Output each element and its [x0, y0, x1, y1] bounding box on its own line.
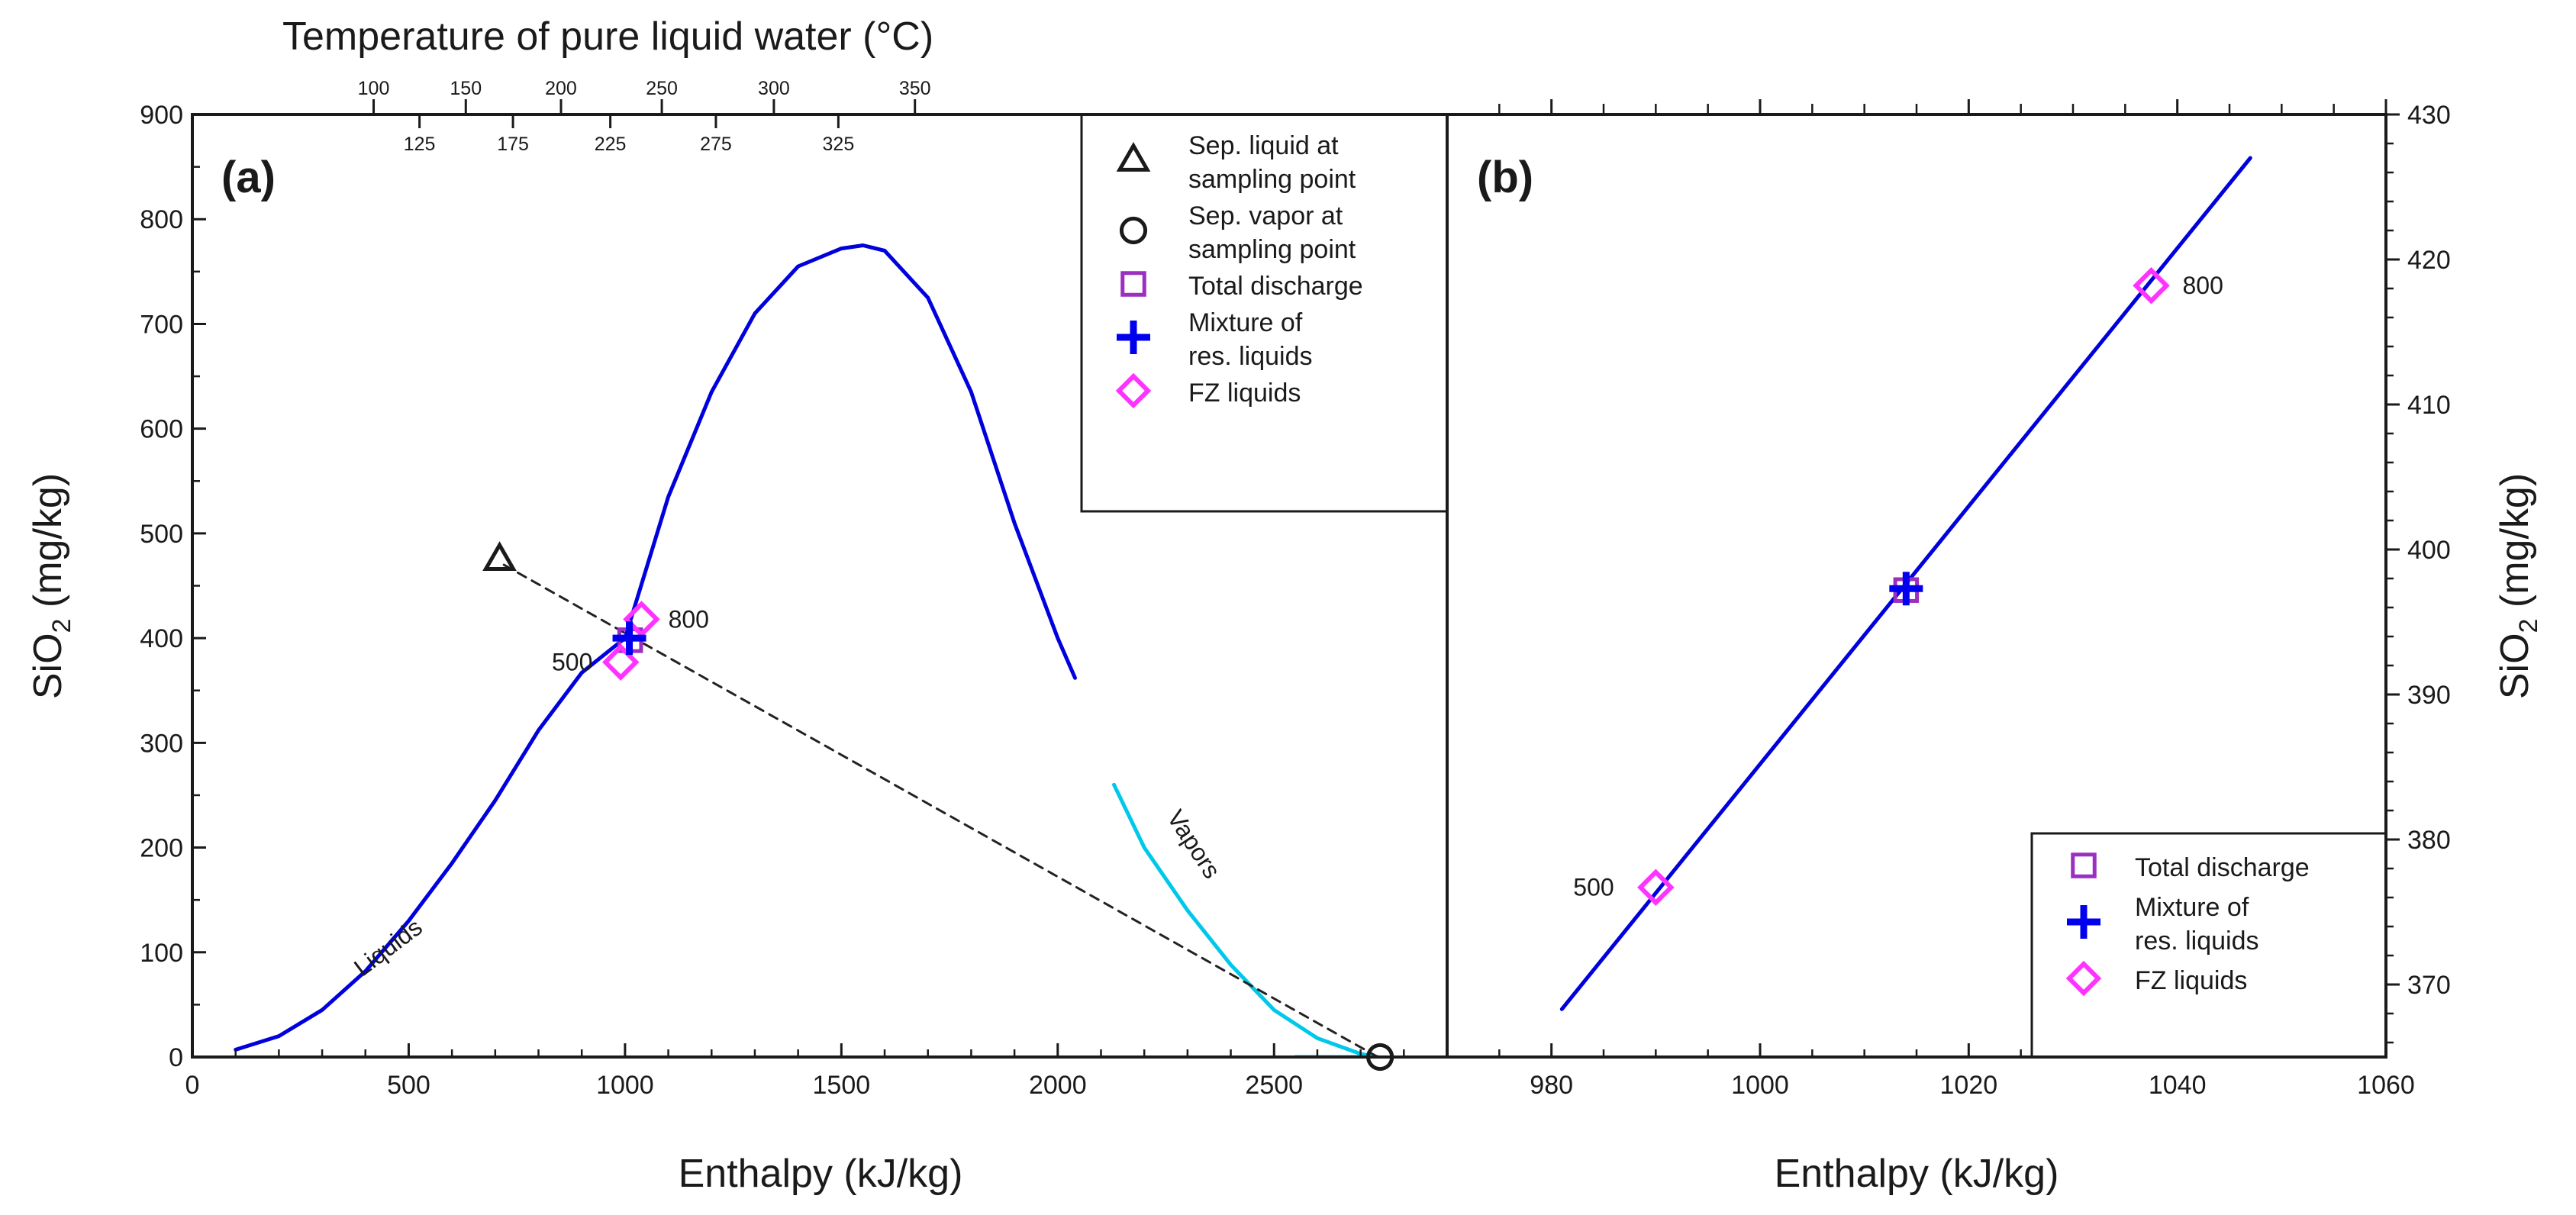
panel-b-x-tick-label: 1060: [2357, 1071, 2415, 1100]
panel-b-top-axis: [1498, 99, 2387, 114]
panel-a-sep-liquid-marker: [482, 541, 517, 572]
panel-a-y-tick-label: 400: [140, 624, 183, 653]
panel-a-legend-label: Total discharge: [1188, 272, 1363, 301]
top-temperature-tick-label: 250: [646, 78, 678, 99]
panel-b-y-tick-label: 410: [2407, 391, 2451, 420]
panel-b-fz-800-marker: [2133, 266, 2170, 305]
panel-b-y-tick-label: 430: [2407, 101, 2451, 130]
panel-a-legend-label: Mixture of: [1188, 308, 1303, 337]
panel-a-x-tick-label: 1500: [813, 1071, 871, 1100]
plot-frame: [191, 113, 2387, 1059]
top-temperature-tick-label: 275: [700, 134, 732, 155]
panel-a-y-tick-label: 0: [169, 1043, 183, 1072]
panel-a-y-tick-label: 600: [140, 415, 183, 444]
panel-a-x-tick-label: 0: [185, 1071, 200, 1100]
panel-b-annotation-800: 800: [2183, 272, 2223, 299]
panel-a-legend-label: FZ liquids: [1188, 379, 1301, 408]
panel-b-legend-label: res. liquids: [2135, 927, 2259, 956]
top-temperature-tick-label: 100: [358, 78, 390, 99]
panel-a-y-tick-label: 300: [140, 729, 183, 758]
panel-a-label: (a): [221, 153, 276, 202]
panel-a-fz-800-marker: [623, 601, 660, 638]
panel-a-legend-marker-triangle: [1116, 141, 1151, 172]
top-temperature-tick-label: 200: [545, 78, 577, 99]
panel-b-legend: Total discharge Mixture of res. liquids FZ …: [2030, 832, 2387, 1059]
panel-a-x-axis: 0 500 1000 1500 2000 2500: [185, 1043, 1405, 1100]
panel-a-legend-marker-circle: [1119, 216, 1148, 245]
panel-b-x-tick-label: 1000: [1731, 1071, 1789, 1100]
panel-b: 980 1000 1020 1040 1060 370 380 390 400 410 420 43…: [1477, 99, 2543, 1196]
panel-a-legend: Sep. liquid at sampling point Sep. vapor a…: [1080, 113, 1449, 513]
vapors-curve-label: Vapors: [1162, 805, 1226, 884]
panel-b-legend-label: Mixture of: [2135, 893, 2249, 922]
panel-a-y-tick-label: 800: [140, 205, 183, 234]
top-temperature-tick-label: 225: [595, 134, 627, 155]
panel-a-y-tick-label: 900: [140, 101, 183, 130]
panel-b-plot-area: [1559, 156, 2252, 1011]
panel-b-annotations: 800 500: [1573, 272, 2223, 901]
panel-a-x-tick-label: 500: [387, 1071, 430, 1100]
panel-b-legend-marker-square: [2071, 852, 2097, 878]
panel-a-y-tick-label: 100: [140, 939, 183, 968]
top-temperature-tick-label: 175: [497, 134, 529, 155]
top-temperature-tick-label: 325: [823, 134, 855, 155]
panel-a-top-axis-title: Temperature of pure liquid water (°C): [282, 15, 933, 59]
panel-a-x-axis-title: Enthalpy (kJ/kg): [679, 1152, 963, 1196]
panel-b-legend-marker-diamond: [2065, 960, 2102, 997]
panel-b-mixture-marker: [1889, 572, 1923, 606]
panel-a-legend-label: Sep. vapor at: [1188, 201, 1343, 230]
panel-b-x-tick-label: 980: [1530, 1071, 1573, 1100]
panel-b-legend-label: Total discharge: [2135, 853, 2310, 882]
panel-a-plot-area: [234, 243, 1394, 1072]
separation-line-line: [502, 563, 1379, 1057]
panel-b-y-tick-label: 380: [2407, 826, 2451, 855]
panel-b-x-axis-title: Enthalpy (kJ/kg): [1775, 1152, 2059, 1196]
panel-a-y-tick-label: 500: [140, 520, 183, 549]
panel-a-fz-500-marker: [601, 643, 640, 681]
panel-b-fz-500-marker: [1637, 869, 1675, 906]
panel-b-x-tick-label: 1040: [2149, 1071, 2207, 1100]
panel-a: 0 500 1000 1500 2000 2500 0 100 200 300 400 500 600…: [26, 15, 1449, 1196]
panel-b-annotation-500: 500: [1573, 874, 1614, 901]
panel-a-annotations: 800 500: [552, 605, 709, 675]
top-temperature-tick-label: 150: [450, 78, 482, 99]
panel-a-y-axis: 0 100 200 300 400 500 600 700 800 900: [140, 101, 206, 1072]
panel-a-annotation-800: 800: [669, 605, 709, 633]
panel-a-x-tick-label: 2000: [1029, 1071, 1087, 1100]
panel-b-legend-marker-plus: [2067, 905, 2100, 939]
panel-a-y-tick-label: 200: [140, 834, 183, 863]
panel-b-y-tick-label: 390: [2407, 681, 2451, 710]
panel-a-legend-marker-diamond: [1115, 372, 1152, 409]
panel-b-label: (b): [1477, 153, 1533, 202]
vapors-line: [1112, 782, 1380, 1057]
panel-b-y-axis: 370 380 390 400 410 420 430: [2386, 101, 2451, 1044]
panel-b-y-tick-label: 370: [2407, 971, 2451, 1000]
top-temperature-tick-label: 300: [758, 78, 790, 99]
liquids-curve-label: Liquids: [349, 913, 427, 981]
panel-a-mixture-marker: [612, 621, 646, 656]
panel-a-legend-marker-plus: [1117, 321, 1150, 354]
panel-b-x-tick-label: 1020: [1940, 1071, 1998, 1100]
panel-a-x-tick-label: 2500: [1245, 1071, 1303, 1100]
panel-a-legend-label: res. liquids: [1188, 342, 1313, 371]
panel-a-legend-label: sampling point: [1188, 235, 1356, 264]
panel-a-legend-label: sampling point: [1188, 165, 1356, 194]
panel-a-annotation-500: 500: [552, 649, 592, 676]
panel-a-legend-label: Sep. liquid at: [1188, 131, 1339, 160]
top-temperature-tick-label: 350: [899, 78, 931, 99]
outer-frame: [191, 113, 2387, 1059]
panel-a-y-tick-label: 700: [140, 310, 183, 339]
panel-a-legend-box: [1080, 113, 1449, 513]
panel-b-legend-label: FZ liquids: [2135, 966, 2247, 995]
panel-a-top-temperature-axis: 100 150 200 250 300 350 125 175 225 275 325: [358, 78, 931, 155]
panel-b-y-axis-title: SiO2 (mg/kg): [2493, 473, 2543, 699]
panel-a-legend-marker-square: [1120, 271, 1146, 297]
panel-b-y-tick-label: 400: [2407, 536, 2451, 565]
panel-b-y-tick-label: 420: [2407, 246, 2451, 275]
liquids-line: [234, 243, 1077, 1052]
panel-a-x-tick-label: 1000: [596, 1071, 654, 1100]
top-temperature-tick-label: 125: [404, 134, 436, 155]
panel-a-y-axis-title: SiO2 (mg/kg): [26, 473, 76, 699]
